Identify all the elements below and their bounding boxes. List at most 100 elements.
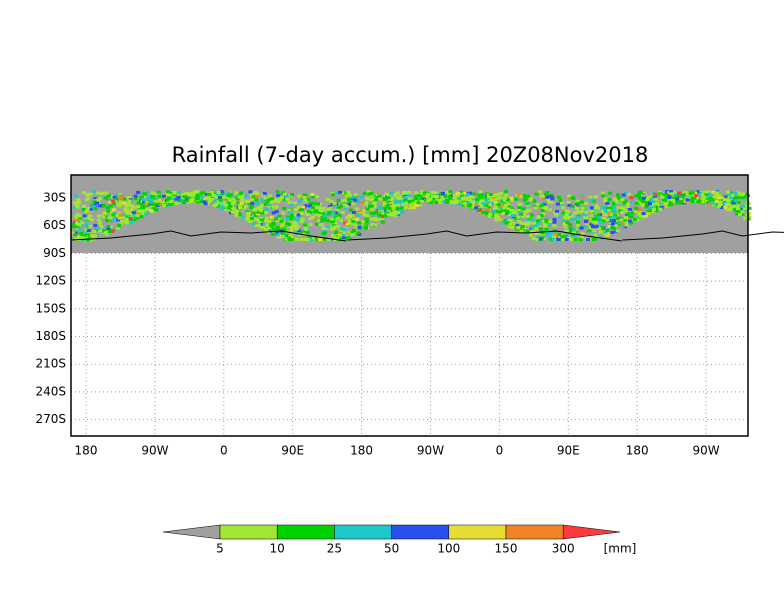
- rain-cell: [321, 228, 326, 232]
- rain-cell: [620, 225, 625, 229]
- rain-cell: [358, 209, 363, 212]
- rain-cell: [580, 206, 585, 210]
- rain-cell: [533, 206, 538, 210]
- rain-cell: [353, 198, 358, 202]
- rain-cell: [81, 204, 86, 208]
- rain-cell: [355, 217, 360, 221]
- rain-cell: [408, 197, 412, 201]
- rain-cell: [310, 193, 315, 196]
- rain-cell: [83, 233, 88, 237]
- rain-cell: [651, 210, 656, 214]
- rain-cell: [557, 215, 562, 219]
- rain-cell: [711, 198, 716, 202]
- rain-cell: [645, 202, 650, 206]
- rain-cell: [292, 225, 297, 229]
- rain-cell: [380, 220, 385, 224]
- rain-cell: [438, 200, 443, 204]
- rain-cell: [170, 197, 175, 201]
- rain-cell: [600, 210, 605, 214]
- rain-cell: [516, 215, 521, 219]
- rain-cell: [259, 209, 263, 212]
- rain-cell: [733, 199, 738, 203]
- rain-cell: [628, 215, 633, 218]
- rain-cell: [698, 191, 703, 195]
- rain-cell: [675, 199, 680, 203]
- rain-cell: [643, 214, 648, 218]
- rain-cell: [638, 214, 643, 218]
- rain-cell: [672, 200, 677, 204]
- rain-cell: [479, 192, 484, 196]
- rain-cell: [222, 195, 227, 199]
- rain-cell: [306, 210, 311, 214]
- rain-cell: [268, 194, 273, 198]
- rain-cell: [346, 216, 351, 219]
- rain-cell: [395, 207, 400, 211]
- rain-cell: [580, 196, 585, 200]
- rain-cell: [334, 230, 339, 234]
- rain-cell: [710, 201, 715, 205]
- x-label: 0: [496, 444, 504, 458]
- rain-cell: [729, 207, 734, 211]
- rain-cell: [385, 210, 390, 214]
- rain-cell: [234, 212, 239, 216]
- rain-cell: [128, 217, 133, 220]
- rain-cell: [464, 203, 469, 207]
- rain-cell: [461, 196, 466, 200]
- colorbar-box: [334, 524, 392, 540]
- rain-cell: [111, 208, 116, 212]
- rain-cell: [136, 205, 141, 209]
- rain-cell: [543, 224, 547, 228]
- rain-cell: [346, 190, 351, 194]
- rain-cell: [508, 222, 513, 226]
- rain-cell: [685, 198, 690, 202]
- rain-cell: [255, 212, 260, 216]
- rain-cell: [199, 200, 204, 204]
- rain-cell: [250, 192, 255, 195]
- rain-cell: [501, 221, 506, 225]
- rain-cell: [527, 208, 532, 212]
- rain-cell: [711, 190, 716, 194]
- rain-cell: [434, 191, 439, 195]
- rain-cell: [292, 214, 297, 218]
- rain-cell: [86, 229, 91, 233]
- rain-cell: [535, 234, 540, 238]
- rain-cell: [663, 199, 668, 202]
- rain-cell: [634, 194, 639, 198]
- rain-cell: [302, 196, 307, 199]
- rain-cell: [579, 226, 584, 230]
- rain-cell: [649, 198, 654, 202]
- rain-cell: [98, 197, 103, 200]
- rain-cell: [208, 200, 213, 204]
- rain-cell: [232, 210, 237, 214]
- rain-cell: [240, 201, 244, 205]
- rain-cell: [384, 192, 389, 196]
- rain-cell: [207, 192, 211, 196]
- rain-cell: [72, 201, 77, 205]
- rain-cell: [403, 198, 408, 202]
- rain-cell: [122, 197, 127, 201]
- rain-cell: [594, 225, 599, 229]
- rain-cell: [723, 205, 728, 209]
- rain-cell: [444, 191, 449, 195]
- rain-cell: [514, 197, 519, 201]
- colorbar-box: [219, 524, 278, 540]
- rain-cell: [93, 197, 98, 201]
- rain-cell: [98, 204, 102, 208]
- rain-cell: [607, 225, 612, 228]
- rain-cell: [314, 210, 319, 214]
- rain-cell: [102, 191, 107, 195]
- rain-cell: [461, 198, 466, 202]
- rain-cell: [572, 211, 577, 215]
- rain-cell: [74, 215, 79, 219]
- rain-cell: [462, 201, 467, 205]
- rain-cell: [80, 223, 84, 226]
- rain-cell: [222, 200, 227, 204]
- rain-cell: [551, 238, 556, 241]
- rain-cell: [124, 210, 129, 213]
- rain-cell: [598, 230, 603, 234]
- rain-cell: [607, 198, 612, 202]
- rain-cell: [364, 201, 369, 204]
- rain-cell: [641, 200, 646, 204]
- rain-cell: [315, 238, 320, 241]
- rain-cell: [608, 217, 613, 221]
